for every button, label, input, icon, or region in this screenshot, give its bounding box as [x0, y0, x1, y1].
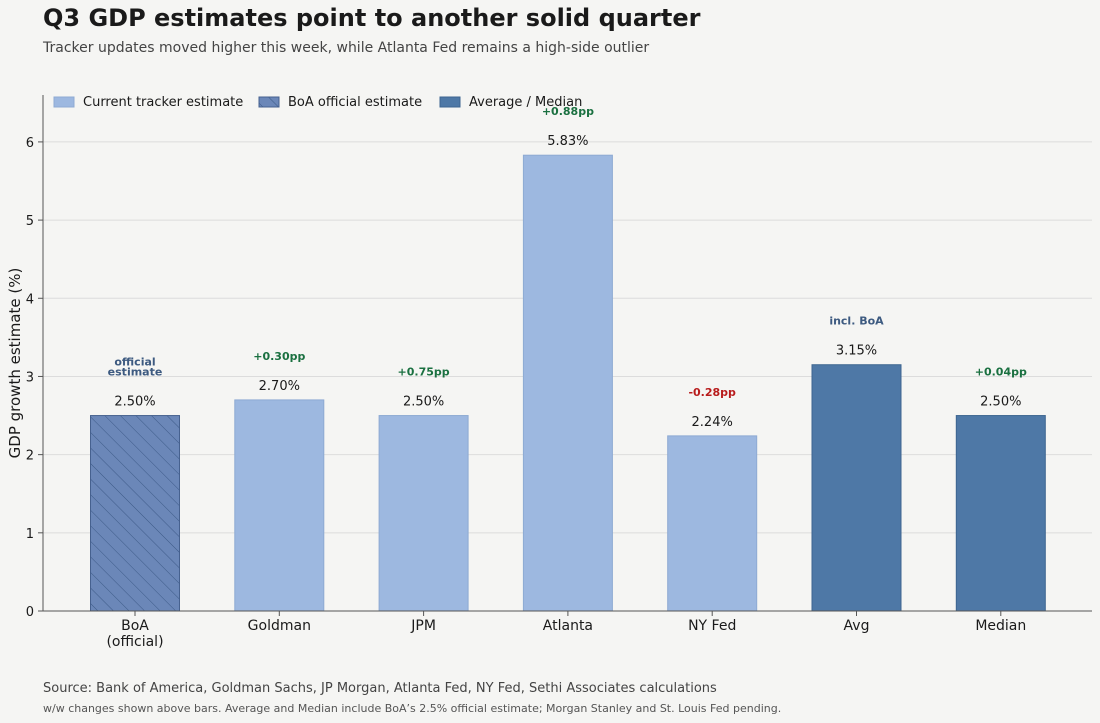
legend-label: Average / Median	[469, 95, 582, 110]
data-label: 2.50%	[114, 395, 155, 410]
x-tick-label: JPM	[410, 618, 436, 634]
bar	[234, 399, 325, 612]
legend: Current tracker estimate BoA official est…	[53, 95, 582, 110]
data-label: 5.83%	[547, 134, 588, 149]
chart-title: Q3 GDP estimates point to another solid …	[43, 4, 701, 32]
change-annotation: +0.88pp	[542, 105, 594, 118]
change-annotation: -0.28pp	[688, 386, 736, 399]
x-tick-label: Avg	[844, 618, 870, 634]
data-label: 3.15%	[836, 344, 877, 359]
change-annotation: +0.30pp	[253, 350, 305, 363]
y-tick-label: 1	[26, 527, 34, 542]
bars-layer	[90, 154, 1046, 612]
x-tick-label: NY Fed	[688, 618, 736, 634]
legend-item: BoA official estimate	[258, 95, 422, 110]
legend-swatch-hatch	[259, 97, 279, 107]
y-tick-label: 3	[26, 370, 34, 385]
bar	[811, 364, 902, 612]
legend-swatch	[439, 96, 461, 108]
legend-item: Average / Median	[439, 95, 582, 110]
y-tick-label: 4	[26, 292, 34, 307]
y-tick-label: 6	[26, 136, 34, 151]
data-label: 2.70%	[259, 379, 300, 394]
legend-label: Current tracker estimate	[83, 95, 243, 110]
data-label: 2.24%	[692, 415, 733, 430]
legend-swatch	[53, 96, 75, 108]
change-annotation: +0.04pp	[975, 366, 1027, 379]
chart-subtitle: Tracker updates moved higher this week, …	[43, 40, 650, 56]
y-axis-label: GDP growth estimate (%)	[6, 268, 24, 459]
bar	[955, 415, 1046, 612]
change-annotation: incl. BoA	[829, 315, 884, 328]
data-label: 2.50%	[403, 395, 444, 410]
change-annotation: official estimate	[108, 356, 163, 379]
y-tick-label: 5	[26, 214, 34, 229]
bar	[522, 154, 613, 612]
bar	[667, 435, 758, 612]
y-tick-label: 0	[26, 605, 34, 620]
legend-label: BoA official estimate	[288, 95, 422, 110]
x-tick-label: Median	[975, 618, 1026, 634]
x-tick-label: Goldman	[248, 618, 311, 634]
bar-hatch	[90, 415, 180, 611]
x-tick-label: Atlanta	[543, 618, 593, 634]
bar	[378, 415, 469, 612]
x-tick-label: BoA (official)	[106, 618, 163, 650]
axes-layer: 0 1 2 3 4 5 6 GDP growth estimate (%) BoA (offici…	[6, 95, 1092, 650]
y-tick-label: 2	[26, 449, 34, 464]
legend-item: Current tracker estimate	[53, 95, 243, 110]
data-label: 2.50%	[980, 395, 1021, 410]
labels-layer: 2.50% official estimate 2.70% +0.30pp 2.50% +0…	[108, 105, 1027, 430]
change-annotation: +0.75pp	[398, 366, 450, 379]
source-note: Source: Bank of America, Goldman Sachs, …	[43, 681, 717, 696]
footnote: w/w changes shown above bars. Average an…	[43, 702, 782, 715]
